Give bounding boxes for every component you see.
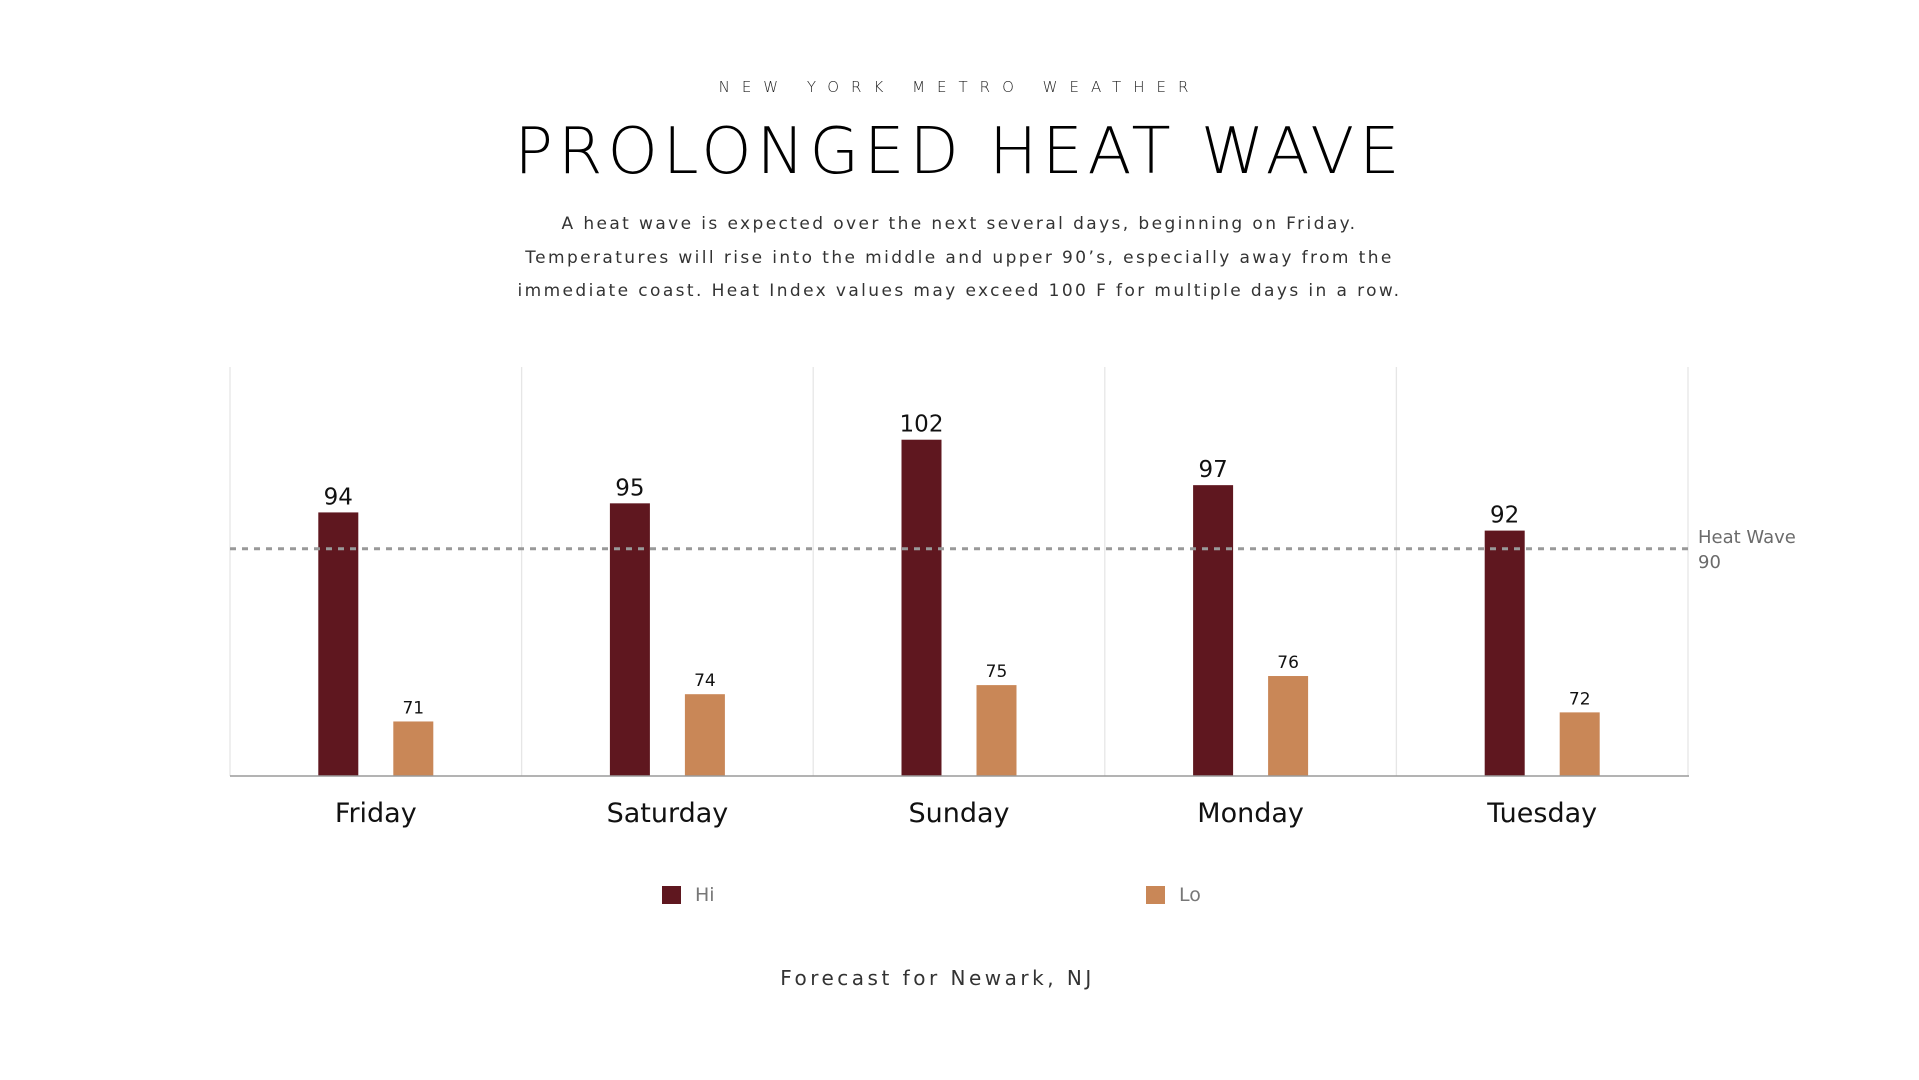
data-label-lo: 74 [694, 671, 716, 691]
page-title: PROLONGED HEAT WAVE [514, 115, 1405, 189]
x-tick-label: Monday [1197, 798, 1304, 829]
reference-line-label: Heat Wave [1698, 527, 1796, 548]
data-label-lo: 71 [402, 698, 424, 718]
data-label-lo: 72 [1569, 689, 1591, 709]
legend-item-lo[interactable]: Lo [1146, 884, 1201, 906]
data-label-hi: 94 [324, 484, 353, 510]
kicker-subtitle: NEW YORK METRO WEATHER [718, 78, 1201, 96]
description-line: Temperatures will rise into the middle a… [525, 247, 1394, 268]
legend-label-hi: Hi [695, 884, 715, 906]
description-line: immediate coast. Heat Index values may e… [517, 281, 1402, 301]
bar-hi-sunday [901, 439, 942, 776]
bar-lo-saturday [684, 694, 725, 776]
legend: Hi Lo [0, 884, 1919, 908]
legend-item-hi[interactable]: Hi [662, 884, 715, 906]
x-tick-label: Friday [335, 798, 417, 829]
bar-chart: Heat Wave 90 94 71 Friday 95 74 Saturday 102 75… [229, 367, 1796, 829]
data-label-hi: 97 [1198, 457, 1227, 483]
data-label-lo: 75 [986, 662, 1008, 682]
legend-swatch-lo [1146, 886, 1165, 904]
description-line: A heat wave is expected over the next se… [561, 214, 1358, 234]
reference-line-value: 90 [1698, 552, 1721, 573]
x-tick-label: Sunday [908, 798, 1009, 829]
bars [318, 439, 1600, 776]
bar-lo-tuesday [1559, 712, 1600, 776]
data-label-hi: 95 [615, 475, 644, 501]
x-tick-label: Tuesday [1486, 798, 1597, 829]
data-label-hi: 92 [1490, 503, 1519, 529]
bar-hi-monday [1193, 485, 1234, 776]
data-label-hi: 102 [900, 412, 944, 438]
legend-label-lo: Lo [1179, 884, 1201, 906]
description: A heat wave is expected over the next se… [0, 208, 1919, 309]
bar-hi-tuesday [1484, 530, 1525, 776]
labels: 94 71 Friday 95 74 Saturday 102 75 Sunday 97 76 Mon… [324, 412, 1597, 829]
bar-lo-monday [1268, 676, 1309, 776]
bar-hi-saturday [609, 503, 650, 776]
bar-hi-friday [318, 512, 359, 776]
legend-swatch-hi [662, 886, 681, 904]
bar-lo-friday [393, 721, 434, 776]
x-tick-label: Saturday [607, 798, 729, 829]
bar-lo-sunday [976, 685, 1017, 776]
footer-location: Forecast for Newark, NJ [780, 966, 1095, 990]
data-label-lo: 76 [1277, 653, 1299, 673]
gridlines [229, 367, 1689, 776]
